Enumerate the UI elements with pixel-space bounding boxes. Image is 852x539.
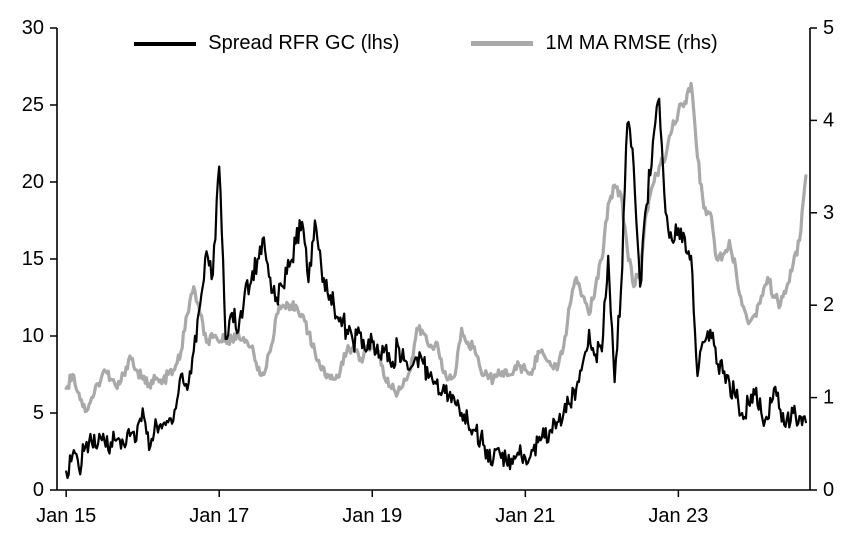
series-line-spread-rfr-gc (65, 97, 808, 480)
x-axis-tick-label: Jan 15 (36, 505, 96, 527)
left-axis-tick-label: 20 (22, 171, 44, 193)
left-axis-tick-label: 0 (33, 479, 44, 501)
right-axis-tick-label: 4 (823, 109, 834, 131)
series-line-1m-ma-rmse (64, 81, 808, 414)
left-axis-tick-label: 25 (22, 94, 44, 116)
x-axis-tick-label: Jan 23 (648, 505, 708, 527)
left-axis-tick-label: 15 (22, 248, 44, 270)
left-axis-tick-label: 10 (22, 325, 44, 347)
right-axis-tick-label: 1 (823, 387, 834, 409)
x-axis-tick-label: Jan 21 (495, 505, 555, 527)
x-axis-tick-label: Jan 19 (342, 505, 402, 527)
right-axis-tick-label: 0 (823, 479, 834, 501)
right-axis-tick-label: 3 (823, 202, 834, 224)
x-axis-tick-label: Jan 17 (189, 505, 249, 527)
left-axis-tick-label: 30 (22, 17, 44, 39)
left-axis-tick-label: 5 (33, 402, 44, 424)
right-axis-tick-label: 5 (823, 17, 834, 39)
right-axis-tick-label: 2 (823, 294, 834, 316)
